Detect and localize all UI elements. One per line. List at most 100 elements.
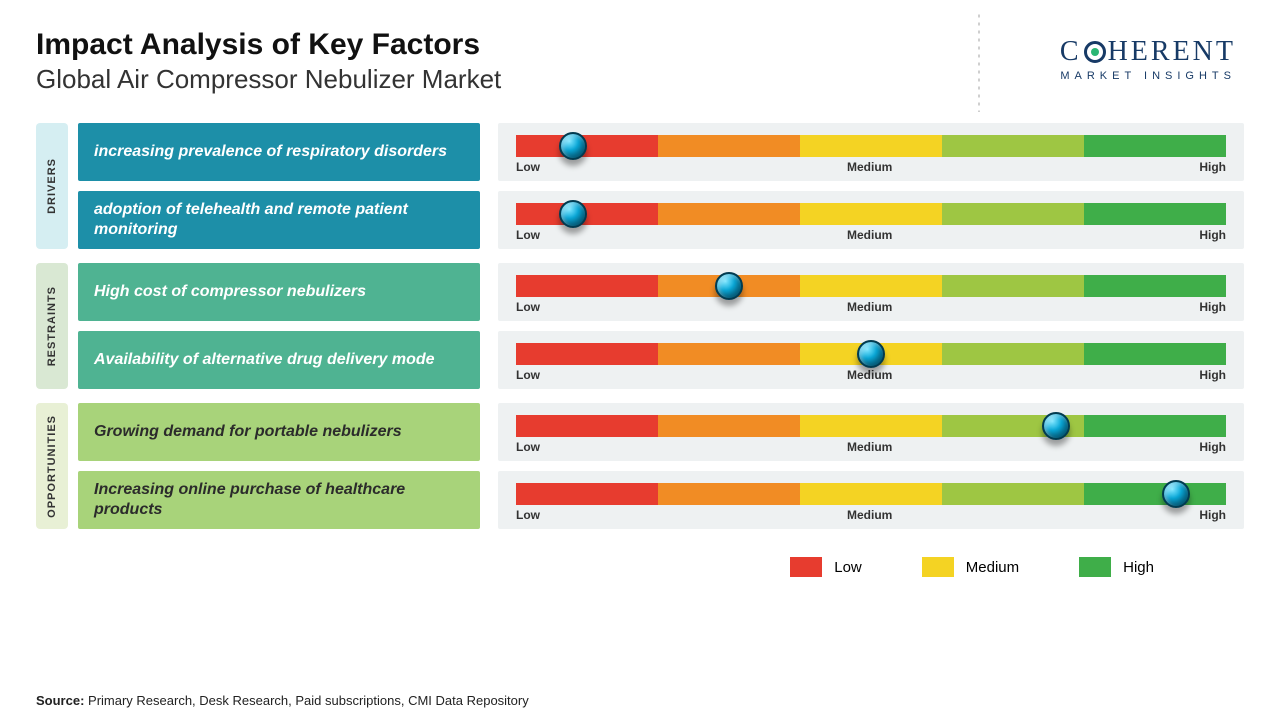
scale-label-low: Low — [516, 508, 540, 522]
gradient-segment — [800, 275, 942, 297]
impact-gradient — [516, 275, 1226, 297]
group-tab-restraints: RESTRAINTS — [36, 263, 68, 389]
legend-label: Low — [834, 559, 862, 576]
scale-label-high: High — [1199, 508, 1226, 522]
gradient-segment — [1084, 483, 1226, 505]
impact-slider: LowMediumHigh — [498, 123, 1244, 181]
source-prefix: Source: — [36, 693, 84, 708]
legend-swatch — [1079, 557, 1111, 577]
slider-knob — [857, 340, 885, 368]
factor-row: increasing prevalence of respiratory dis… — [78, 123, 1244, 181]
group-tab-label: OPPORTUNITIES — [46, 415, 58, 518]
scale-label-medium: Medium — [847, 440, 892, 454]
globe-icon — [1084, 41, 1106, 63]
scale-label-medium: Medium — [847, 160, 892, 174]
gradient-segment — [1084, 135, 1226, 157]
group-body: Growing demand for portable nebulizers Lo… — [78, 403, 1244, 529]
legend-item: High — [1079, 557, 1154, 577]
group-body: increasing prevalence of respiratory dis… — [78, 123, 1244, 249]
factor-box: Availability of alternative drug deliver… — [78, 331, 480, 389]
scale-label-low: Low — [516, 368, 540, 382]
divider-dots — [978, 12, 980, 112]
gradient-segment — [658, 483, 800, 505]
factor-box: adoption of telehealth and remote patien… — [78, 191, 480, 249]
slider-knob — [715, 272, 743, 300]
source-footer: Source: Primary Research, Desk Research,… — [36, 693, 529, 708]
scale-label-high: High — [1199, 368, 1226, 382]
gradient-segment — [800, 415, 942, 437]
impact-gradient — [516, 203, 1226, 225]
legend-item: Low — [790, 557, 862, 577]
scale-labels: LowMediumHigh — [516, 368, 1226, 382]
scale-label-high: High — [1199, 228, 1226, 242]
impact-slider: Low Medium High — [498, 191, 1244, 249]
scale-label-medium: Medium — [847, 300, 892, 314]
legend: Low Medium High — [36, 557, 1244, 577]
gradient-segment — [942, 275, 1084, 297]
scale-label-low: Low — [516, 440, 540, 454]
group-tab-label: RESTRAINTS — [46, 286, 58, 366]
impact-gradient — [516, 415, 1226, 437]
legend-label: High — [1123, 559, 1154, 576]
gradient-segment — [1084, 203, 1226, 225]
factor-box: High cost of compressor nebulizers — [78, 263, 480, 321]
factor-row: adoption of telehealth and remote patien… — [78, 191, 1244, 249]
gradient-segment — [516, 415, 658, 437]
slider-knob — [559, 132, 587, 160]
brand-logo-sub: MARKET INSIGHTS — [1060, 70, 1236, 82]
factor-text: High cost of compressor nebulizers — [94, 282, 366, 302]
factor-text: Increasing online purchase of healthcare… — [94, 480, 464, 520]
scale-label-medium: Medium — [847, 228, 892, 242]
factor-box: Growing demand for portable nebulizers — [78, 403, 480, 461]
factor-box: Increasing online purchase of healthcare… — [78, 471, 480, 529]
gradient-segment — [942, 135, 1084, 157]
scale-label-low: Low — [516, 228, 540, 242]
scale-labels: LowMediumHigh — [516, 300, 1226, 314]
impact-gradient — [516, 343, 1226, 365]
gradient-segment — [800, 135, 942, 157]
group-restraints: RESTRAINTS High cost of compressor nebuli… — [36, 263, 1244, 389]
factor-groups: DRIVERS increasing prevalence of respirat… — [36, 123, 1244, 529]
gradient-segment — [1084, 343, 1226, 365]
factor-row: Increasing online purchase of healthcare… — [78, 471, 1244, 529]
legend-swatch — [922, 557, 954, 577]
scale-labels: Low Medium High — [516, 228, 1226, 242]
legend-swatch — [790, 557, 822, 577]
gradient-segment — [516, 135, 658, 157]
gradient-segment — [658, 135, 800, 157]
group-tab-opportunities: OPPORTUNITIES — [36, 403, 68, 529]
gradient-segment — [658, 203, 800, 225]
scale-labels: Low Medium High — [516, 508, 1226, 522]
group-drivers: DRIVERS increasing prevalence of respirat… — [36, 123, 1244, 249]
impact-slider: LowMediumHigh — [498, 403, 1244, 461]
gradient-segment — [942, 343, 1084, 365]
impact-slider: Low Medium High — [498, 471, 1244, 529]
group-opportunities: OPPORTUNITIES Growing demand for portable… — [36, 403, 1244, 529]
impact-slider: LowMediumHigh — [498, 331, 1244, 389]
factor-box: increasing prevalence of respiratory dis… — [78, 123, 480, 181]
brand-logo-main: C HERENT — [1060, 36, 1236, 68]
legend-item: Medium — [922, 557, 1019, 577]
factor-row: Availability of alternative drug deliver… — [78, 331, 1244, 389]
source-text: Primary Research, Desk Research, Paid su… — [84, 693, 528, 708]
brand-logo: C HERENT MARKET INSIGHTS — [1060, 36, 1236, 82]
impact-slider: LowMediumHigh — [498, 263, 1244, 321]
group-body: High cost of compressor nebulizersLowMed… — [78, 263, 1244, 389]
group-tab-label: DRIVERS — [46, 158, 58, 214]
factor-row: High cost of compressor nebulizers Low Med… — [78, 263, 1244, 321]
gradient-segment — [800, 203, 942, 225]
scale-label-low: Low — [516, 300, 540, 314]
gradient-segment — [1084, 415, 1226, 437]
scale-label-medium: Medium — [847, 508, 892, 522]
gradient-segment — [516, 275, 658, 297]
factor-text: adoption of telehealth and remote patien… — [94, 200, 464, 240]
chart-container: Impact Analysis of Key Factors Global Ai… — [0, 0, 1280, 720]
factor-text: Availability of alternative drug deliver… — [94, 350, 435, 370]
gradient-segment — [658, 415, 800, 437]
factor-row: Growing demand for portable nebulizers Lo… — [78, 403, 1244, 461]
scale-labels: LowMediumHigh — [516, 160, 1226, 174]
scale-labels: LowMediumHigh — [516, 440, 1226, 454]
gradient-segment — [516, 483, 658, 505]
gradient-segment — [658, 343, 800, 365]
factor-text: increasing prevalence of respiratory dis… — [94, 142, 447, 162]
